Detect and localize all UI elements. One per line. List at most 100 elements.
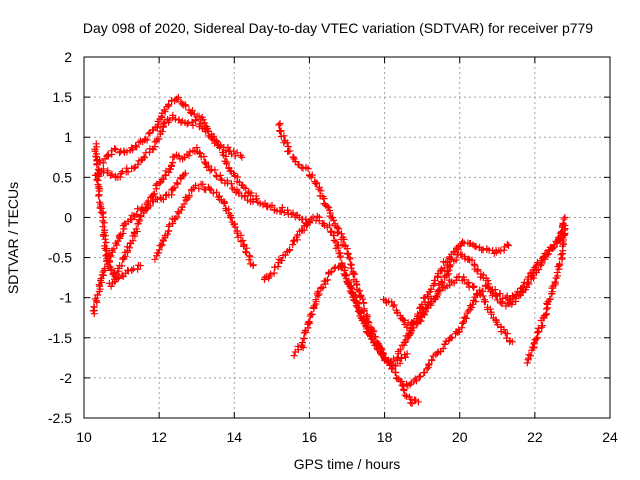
data-point: [468, 303, 476, 311]
data-point: [132, 142, 140, 150]
data-point: [440, 264, 448, 272]
y-tick-label: 2: [64, 49, 72, 65]
data-point: [465, 255, 473, 263]
data-point: [238, 153, 246, 161]
data-point: [538, 323, 546, 331]
data-point: [555, 260, 563, 268]
data-point: [298, 339, 306, 347]
data-point: [217, 142, 225, 150]
data-point: [99, 223, 107, 231]
data-point: [330, 236, 338, 244]
data-point: [253, 195, 261, 203]
data-point: [393, 355, 401, 363]
data-point: [403, 323, 411, 331]
data-point: [433, 293, 441, 301]
data-point: [155, 249, 163, 257]
data-point: [344, 250, 352, 258]
data-point: [420, 294, 428, 302]
y-tick-label: -2.5: [48, 410, 72, 426]
y-tick-label: -2: [60, 370, 73, 386]
data-point: [319, 284, 327, 292]
data-point: [165, 221, 173, 229]
data-point: [182, 102, 190, 110]
data-point: [394, 350, 402, 358]
data-point: [523, 280, 531, 288]
data-point: [459, 238, 467, 246]
data-point: [104, 167, 112, 175]
data-point: [143, 136, 151, 144]
data-point: [211, 166, 219, 174]
data-point: [474, 266, 482, 274]
data-point: [498, 300, 506, 308]
data-point: [561, 213, 569, 221]
data-point: [124, 168, 132, 176]
data-point: [437, 265, 445, 273]
data-point: [336, 253, 344, 261]
data-point: [416, 372, 424, 380]
data-point: [389, 302, 397, 310]
data-point: [213, 188, 221, 196]
data-point: [275, 121, 283, 129]
data-point: [90, 303, 98, 311]
data-point: [313, 179, 321, 187]
data-point: [400, 317, 408, 325]
data-point: [334, 244, 342, 252]
data-point: [352, 302, 360, 310]
data-point: [216, 171, 224, 179]
data-point: [183, 120, 191, 128]
data-point: [206, 185, 214, 193]
data-point: [325, 203, 333, 211]
data-point: [112, 145, 120, 153]
data-point: [390, 301, 398, 309]
x-tick-label: 24: [602, 429, 618, 445]
data-point: [171, 184, 179, 192]
data-point: [222, 160, 230, 168]
data-point: [249, 197, 257, 205]
data-point: [231, 223, 239, 231]
data-point: [497, 247, 505, 255]
data-point: [359, 295, 367, 303]
data-point: [158, 241, 166, 249]
data-point: [527, 352, 535, 360]
data-point: [446, 262, 454, 270]
y-axis-label: SDTVAR / TECUs: [5, 182, 21, 294]
data-point: [523, 359, 531, 367]
data-point: [206, 167, 214, 175]
data-point: [134, 265, 142, 273]
data-point: [239, 236, 247, 244]
data-point: [289, 241, 297, 249]
data-point: [199, 116, 207, 124]
data-point: [94, 291, 102, 299]
data-point: [227, 180, 235, 188]
data-point: [118, 262, 126, 270]
y-axis: -2.5 -2 -1.5 -1 -0.5 0 0.5 1 1.5 2: [48, 49, 610, 426]
data-point: [277, 207, 285, 215]
data-point: [330, 216, 338, 224]
data-point: [138, 203, 146, 211]
data-point: [95, 192, 103, 200]
data-point: [427, 285, 435, 293]
y-tick-label: 1.5: [53, 89, 73, 105]
data-point: [118, 271, 126, 279]
data-point: [500, 326, 508, 334]
data-point: [133, 143, 141, 151]
data-point: [173, 179, 181, 187]
data-point: [540, 314, 548, 322]
data-point: [396, 359, 404, 367]
data-point: [302, 328, 310, 336]
data-point: [325, 221, 333, 229]
data-point: [408, 400, 416, 408]
data-point: [141, 135, 149, 143]
data-point: [146, 202, 154, 210]
data-point: [203, 163, 211, 171]
data-point: [209, 189, 217, 197]
data-point: [468, 256, 476, 264]
data-point: [347, 260, 355, 268]
x-axis: 10 12 14 16 18 20 22 24: [76, 57, 618, 445]
data-point: [403, 350, 411, 358]
data-point: [391, 362, 399, 370]
data-point: [347, 264, 355, 272]
data-point: [551, 278, 559, 286]
data-point: [367, 335, 375, 343]
